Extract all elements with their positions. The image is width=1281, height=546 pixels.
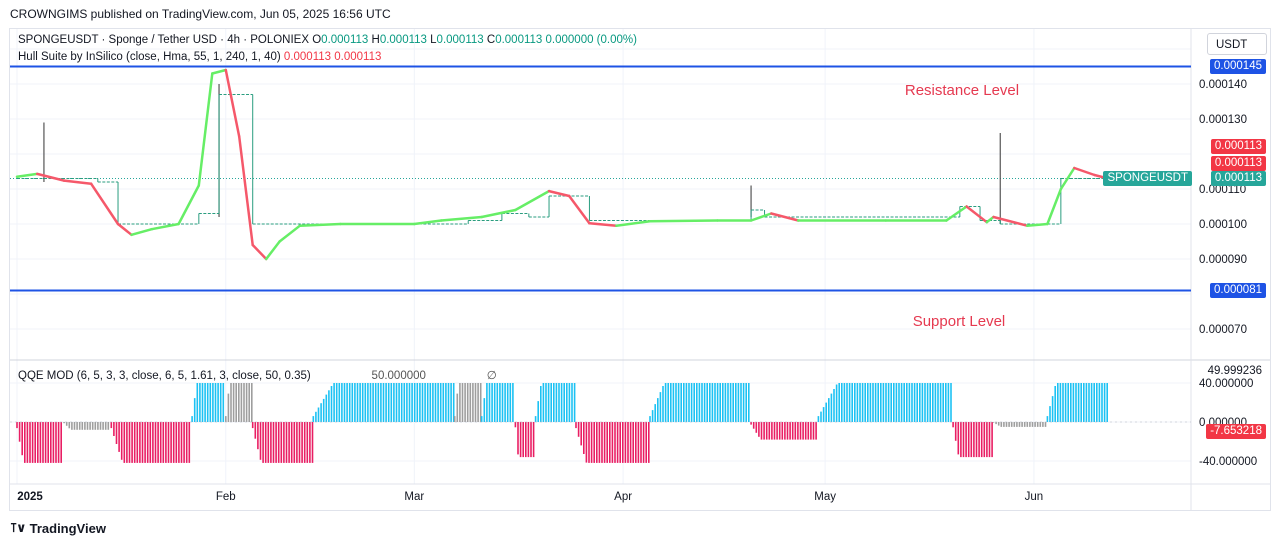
high-value: 0.000113	[379, 34, 427, 46]
close-value: 0.000113	[495, 34, 543, 46]
publisher-text: CROWNGIMS published on TradingView.com, …	[10, 7, 391, 21]
symbol-title[interactable]: SPONGEUSDT · Sponge / Tether USD · 4h · …	[18, 34, 310, 46]
hull-segment	[588, 222, 618, 227]
hull-segment	[567, 194, 591, 225]
main-legend: SPONGEUSDT · Sponge / Tether USD · 4h · …	[18, 34, 637, 46]
close-label: C	[486, 34, 496, 46]
price-steps	[17, 94, 1108, 225]
price-axis: 0.000140 0.000130 0.000110 0.000100 0.000090…	[1199, 79, 1247, 336]
hull-segment	[413, 219, 443, 226]
hull-segment	[985, 215, 995, 224]
resistance-annotation: Resistance Level	[905, 82, 1019, 99]
hull-segment	[15, 172, 39, 178]
open-value: 0.000113	[321, 34, 369, 46]
open-label: O	[312, 34, 322, 46]
hull-segment	[177, 184, 201, 226]
hull-segment	[264, 240, 281, 261]
hull-line	[15, 68, 1110, 261]
resistance-price-label: 0.000145	[1210, 59, 1266, 74]
high-label: H	[371, 34, 380, 46]
hull-segment	[547, 189, 571, 198]
hull-segment	[278, 224, 302, 243]
price-axis-tick: 0.000090	[1199, 254, 1247, 266]
hull-segment	[89, 182, 120, 226]
price-axis-tick: 0.000110	[1199, 184, 1246, 196]
hull-value-1: 0.000113	[283, 51, 332, 63]
time-axis-tick: May	[814, 491, 836, 503]
time-axis: 2025 Feb Mar Apr May Jun	[17, 491, 1043, 503]
time-axis-tick: Feb	[216, 491, 236, 503]
qqe-legend: QQE MOD (6, 5, 3, 3, close, 6, 5, 1.61, …	[18, 368, 497, 382]
hull-legend: Hull Suite by InSilico (close, Hma, 55, …	[18, 51, 381, 63]
qqe-axis-tick: 40.000000	[1199, 378, 1253, 390]
hull-segment	[150, 222, 180, 231]
time-axis-tick: Apr	[614, 491, 632, 503]
price-axis-tick: 0.000070	[1199, 324, 1247, 336]
qqe-axis-tick: -40.000000	[1199, 456, 1257, 468]
chart-frame	[9, 28, 1271, 511]
current-price-label: 0.000113	[1210, 171, 1266, 186]
hull-segment	[965, 205, 989, 224]
hull-segment	[237, 135, 254, 247]
hull-segment	[480, 208, 517, 219]
time-axis-tick: Jun	[1025, 491, 1044, 503]
hull-price-label-b: 0.000113	[1210, 155, 1266, 171]
hull-segment	[514, 189, 551, 212]
price-axis-tick: 0.000100	[1199, 219, 1247, 231]
qqe-value-4: ∅	[486, 370, 497, 382]
hull-segment	[1073, 166, 1096, 177]
qqe-lower-label: -7.653218	[1206, 423, 1266, 439]
hull-segment	[992, 215, 1029, 227]
qqe-histogram	[16, 383, 1108, 463]
tradingview-brand[interactable]: ⊺∨ TradingView	[10, 520, 106, 536]
qqe-value-2: 50.000000	[371, 370, 426, 382]
hull-segment	[440, 215, 483, 222]
support-price-label: 0.000081	[1210, 283, 1266, 298]
hull-segment	[1059, 166, 1076, 191]
hull-price-label-a: 0.000113	[1210, 138, 1266, 154]
hull-segment	[615, 219, 652, 227]
tradingview-logo-icon: ⊺∨	[10, 520, 27, 535]
change-value: 0.000000 (0.00%)	[545, 34, 637, 46]
price-axis-tick: 0.000130	[1199, 114, 1247, 126]
hull-segment	[648, 219, 719, 223]
hull-segment	[298, 222, 342, 227]
hull-segment	[749, 212, 773, 222]
support-annotation: Support Level	[913, 313, 1006, 330]
low-label: L	[430, 34, 437, 46]
hull-value-2: 0.000113	[334, 51, 382, 63]
symbol-price-tag: SPONGEUSDT	[1103, 171, 1192, 186]
time-axis-tick: 2025	[17, 491, 43, 503]
hull-segment	[116, 222, 133, 237]
qqe-value-1: 49.999236	[313, 370, 369, 382]
hull-segment	[251, 243, 268, 261]
time-axis-tick: Mar	[404, 491, 424, 503]
price-axis-tick: 0.000140	[1199, 79, 1247, 91]
hull-segment	[1025, 222, 1049, 227]
qqe-upper-label: 49.999236	[1207, 364, 1262, 377]
hull-segment	[197, 72, 214, 187]
hull-segment	[224, 68, 241, 138]
hull-segment	[770, 212, 800, 222]
qqe-value-3: 50.000000	[429, 370, 484, 382]
hull-segment	[1046, 187, 1063, 226]
hull-segment	[130, 227, 153, 237]
hull-segment	[35, 172, 66, 182]
currency-button[interactable]: USDT	[1207, 33, 1267, 55]
brand-name: TradingView	[29, 520, 106, 536]
hull-segment	[945, 205, 968, 222]
hull-title[interactable]: Hull Suite by InSilico (close, Hma, 55, …	[18, 51, 281, 63]
hull-segment	[211, 68, 228, 75]
low-value: 0.000113	[436, 34, 484, 46]
hull-segment	[62, 179, 93, 185]
qqe-title[interactable]: QQE MOD (6, 5, 3, 3, close, 6, 5, 1.61, …	[18, 370, 311, 382]
